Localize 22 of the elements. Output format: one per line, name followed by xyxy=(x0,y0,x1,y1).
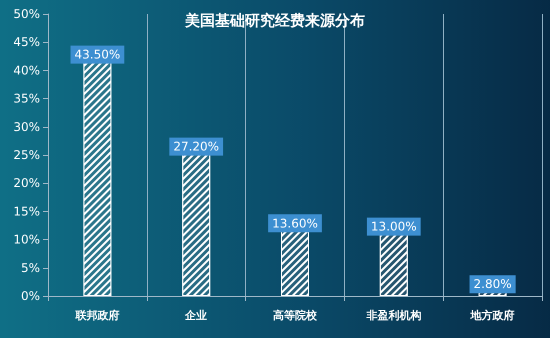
y-tick-label: 20% xyxy=(13,176,40,190)
x-tick-label: 企业 xyxy=(184,309,208,322)
data-label: 13.60% xyxy=(272,216,318,230)
y-tick-label: 15% xyxy=(13,204,40,218)
y-tick-label: 35% xyxy=(13,92,40,106)
y-tick-label: 50% xyxy=(13,7,40,21)
data-label: 13.00% xyxy=(370,220,417,234)
x-tick-label: 高等院校 xyxy=(273,309,318,322)
y-tick-label: 25% xyxy=(13,148,40,162)
data-label: 43.50% xyxy=(74,48,120,62)
y-tick-label: 40% xyxy=(13,63,40,78)
y-tick-label: 5% xyxy=(20,260,40,275)
x-tick-label: 地方政府 xyxy=(470,309,515,322)
data-label: 2.80% xyxy=(474,277,512,292)
chart-title: 美国基础研究经费来源分布 xyxy=(184,12,365,30)
y-tick-label: 45% xyxy=(13,35,40,50)
data-label: 27.20% xyxy=(173,140,220,154)
y-tick-label: 0% xyxy=(20,289,40,303)
x-tick-label: 联邦政府 xyxy=(74,309,120,322)
y-tick-label: 10% xyxy=(13,232,40,247)
y-tick-label: 30% xyxy=(13,120,40,134)
x-tick-label: 非盈利机构 xyxy=(365,309,422,322)
